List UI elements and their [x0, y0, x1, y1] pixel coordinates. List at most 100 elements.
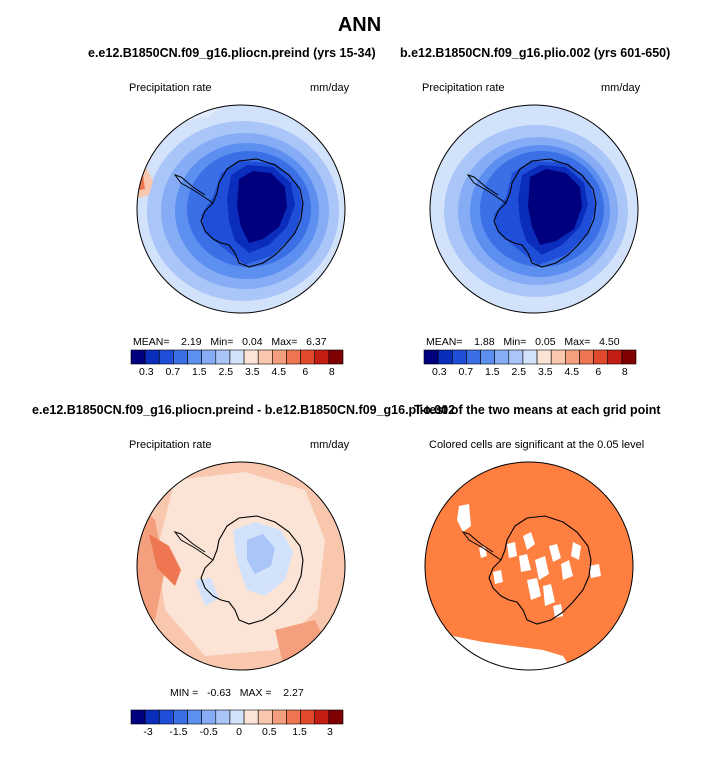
colorbar-box	[328, 349, 344, 365]
max-label: Max=	[271, 336, 298, 348]
colorbar-box	[257, 709, 273, 725]
colorbar-tick-label: -1.5	[169, 726, 188, 738]
colorbar-tick-label: 2.5	[218, 366, 234, 378]
max-value: 2.27	[283, 687, 304, 699]
colorbar-box	[593, 349, 609, 365]
colorbar-tick-label: 0.7	[458, 366, 474, 378]
colorbar-box	[314, 709, 330, 725]
colorbar-ticks-top-right: 0.3 0.7 1.5 2.5 3.5 4.5 6 8	[424, 366, 636, 380]
colorbar-box	[158, 349, 174, 365]
colorbar-tick-label: 1.5	[292, 726, 307, 738]
colorbar-box	[522, 349, 538, 365]
colorbar-box	[187, 349, 202, 365]
min-label: Min=	[503, 336, 527, 348]
colorbar-box	[451, 349, 467, 365]
map-bottom-right	[424, 461, 634, 671]
colorbar-box	[173, 349, 188, 365]
colorbar-box	[607, 349, 623, 365]
colorbar-box	[229, 349, 245, 365]
colorbar-box	[550, 349, 566, 365]
map-top-right	[429, 104, 639, 314]
colorbar-tick-label: 1.5	[191, 366, 207, 378]
panel-title-bottom-left: e.e12.B1850CN.f09_g16.pliocn.preind - b.…	[32, 403, 456, 417]
stats-bottom-left: MIN = -0.63 MAX = 2.27	[170, 687, 304, 699]
colorbar-box	[173, 709, 188, 725]
colorbar-box	[201, 709, 217, 725]
colorbar-ticks-bottom-left: -3 -1.5 -0.5 0 0.5 1.5 3	[131, 726, 343, 740]
min-value: -0.63	[207, 687, 231, 699]
colorbar-box	[257, 349, 273, 365]
colorbar-tick-label: 0.5	[261, 726, 277, 738]
colorbar-box	[187, 709, 202, 725]
panel-title-top-right: b.e12.B1850CN.f09_g16.plio.002 (yrs 601-…	[400, 46, 671, 60]
min-value: 0.04	[242, 336, 263, 348]
colorbar-box	[144, 349, 160, 365]
figure-title: ANN	[337, 14, 382, 36]
colorbar-tick-label: 4.5	[564, 366, 580, 378]
colorbar-bottom-left	[130, 709, 344, 725]
colorbar-box	[565, 349, 580, 365]
colorbar-box	[130, 709, 146, 725]
colorbar-tick-label: 3.5	[244, 366, 260, 378]
panel-title-top-left: e.e12.B1850CN.f09_g16.pliocn.preind (yrs…	[88, 46, 376, 60]
colorbar-box	[286, 709, 301, 725]
colorbar-box	[286, 349, 301, 365]
panel-title-bottom-right: T-test of the two means at each grid poi…	[414, 403, 661, 417]
units-label-top-left: mm/day	[310, 82, 350, 94]
colorbar-box	[579, 349, 594, 365]
stats-top-right: MEAN= 1.88 Min= 0.05 Max= 4.50	[426, 336, 640, 348]
map-top-left	[136, 104, 346, 314]
max-value: 4.50	[599, 336, 620, 348]
colorbar-tick-label: 0.3	[431, 366, 447, 378]
colorbar-box	[621, 349, 637, 365]
colorbar-box	[423, 349, 439, 365]
colorbar-box	[536, 349, 552, 365]
colorbar-box	[243, 349, 259, 365]
colorbar-tick-label: 0	[236, 726, 242, 738]
max-label: MAX =	[239, 687, 272, 699]
colorbar-box	[229, 709, 245, 725]
colorbar-tick-label: 3	[326, 726, 333, 738]
units-label-top-right: mm/day	[601, 82, 641, 94]
variable-label-top-right: Precipitation rate	[422, 82, 505, 94]
colorbar-box	[130, 349, 146, 365]
stats-top-left: MEAN= 2.19 Min= 0.04 Max= 6.37	[133, 336, 347, 348]
colorbar-top-left	[130, 349, 344, 365]
colorbar-box	[272, 709, 287, 725]
colorbar-box	[215, 709, 231, 725]
colorbar-box	[144, 709, 160, 725]
mean-label: MEAN=	[426, 336, 463, 348]
variable-label-top-left: Precipitation rate	[129, 82, 212, 94]
colorbar-box	[508, 349, 524, 365]
colorbar-top-right	[423, 349, 637, 365]
colorbar-box	[300, 349, 316, 365]
colorbar-tick-label: 2.5	[511, 366, 527, 378]
colorbar-tick-label: 0.7	[165, 366, 181, 378]
colorbar-box	[466, 349, 481, 365]
max-value: 6.37	[306, 336, 327, 348]
colorbar-ticks-top-left: 0.3 0.7 1.5 2.5 3.5 4.5 6 8	[131, 366, 343, 380]
min-value: 0.05	[535, 336, 556, 348]
colorbar-box	[215, 349, 231, 365]
colorbar-box	[272, 349, 287, 365]
colorbar-box	[201, 349, 217, 365]
mean-label: MEAN=	[133, 336, 170, 348]
colorbar-box	[480, 349, 495, 365]
colorbar-tick-label: 8	[328, 366, 335, 378]
colorbar-tick-label: -0.5	[199, 726, 218, 738]
colorbar-tick-label: 8	[621, 366, 628, 378]
colorbar-box	[243, 709, 259, 725]
colorbar-box	[158, 709, 174, 725]
variable-label-bottom-left: Precipitation rate	[129, 439, 212, 451]
colorbar-box	[314, 349, 330, 365]
map-bottom-left	[136, 461, 346, 671]
colorbar-tick-label: -3	[143, 726, 153, 738]
mean-value: 2.19	[181, 336, 202, 348]
max-label: Max=	[564, 336, 591, 348]
colorbar-tick-label: 4.5	[271, 366, 287, 378]
colorbar-tick-label: 0.3	[138, 366, 154, 378]
min-label: Min=	[210, 336, 234, 348]
colorbar-box	[300, 709, 316, 725]
min-label: MIN =	[170, 687, 199, 699]
colorbar-tick-label: 6	[302, 366, 309, 378]
